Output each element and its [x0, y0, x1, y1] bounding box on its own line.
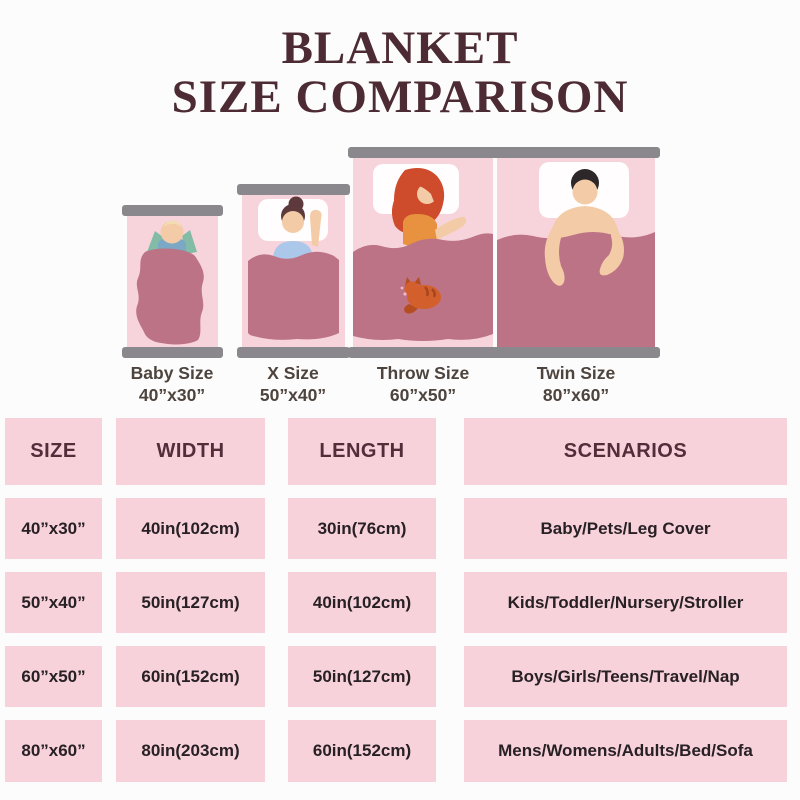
man-illustration	[497, 162, 655, 349]
table-cell-size: 80”x60”	[5, 720, 102, 782]
col-header-scenarios: SCENARIOS	[464, 418, 787, 485]
table-cell-width: 50in(127cm)	[116, 572, 265, 633]
baby-bed-illustration	[122, 205, 223, 358]
bed-rail-icon	[122, 347, 223, 358]
table-cell-scenarios: Mens/Womens/Adults/Bed/Sofa	[464, 720, 787, 782]
twin-bed-body	[497, 156, 655, 349]
throw-bed-illustration	[348, 147, 498, 358]
baby-hair	[163, 220, 181, 227]
woman-illustration	[248, 196, 339, 340]
x-size-blanket	[248, 251, 339, 340]
table-cell-size: 50”x40”	[5, 572, 102, 633]
sleep-mark	[400, 286, 404, 290]
bed-size-dimensions: 40”x30”	[138, 385, 206, 406]
red-haired-woman-illustration	[353, 164, 493, 341]
right-arm	[599, 226, 624, 276]
hair-over-face	[419, 183, 439, 208]
bed-label-baby: Baby Size 40”x30”	[87, 362, 257, 407]
cat-stripe	[424, 286, 429, 297]
x-size-bed-illustration	[237, 184, 350, 358]
bed-rail-icon	[348, 147, 498, 158]
cat-head	[404, 281, 420, 297]
table-cell-scenarios: Boys/Girls/Teens/Travel/Nap	[464, 646, 787, 707]
bed-size-name: Throw Size	[376, 363, 470, 383]
page-title: BLANKET SIZE COMPARISON	[0, 22, 800, 124]
cat-icon	[400, 277, 441, 314]
baby-illustration	[136, 220, 204, 345]
bed-rail-icon	[122, 205, 223, 216]
sleep-mark	[403, 292, 407, 296]
table-cell-scenarios: Baby/Pets/Leg Cover	[464, 498, 787, 559]
bed-size-name: Baby Size	[130, 363, 214, 383]
table-cell-scenarios: Kids/Toddler/Nursery/Stroller	[464, 572, 787, 633]
bed-rail-icon	[237, 184, 350, 195]
orange-shirt	[403, 214, 437, 247]
table-cell-length: 30in(76cm)	[288, 498, 436, 559]
face	[572, 179, 598, 205]
baby-blanket	[136, 248, 204, 345]
baby-bed-body	[127, 214, 218, 349]
table-cell-length: 40in(102cm)	[288, 572, 436, 633]
extended-arm	[435, 216, 467, 240]
throw-bed-body	[353, 156, 493, 349]
bed-label-throw: Throw Size 60”x50”	[338, 362, 508, 407]
twin-blanket	[497, 232, 655, 349]
red-hair-strand	[391, 194, 415, 234]
left-arm	[544, 224, 565, 286]
table-cell-width: 60in(152cm)	[116, 646, 265, 707]
col-header-length: LENGTH	[288, 418, 436, 485]
bed-label-x-size: X Size 50”x40”	[208, 362, 378, 407]
table-cell-size: 60”x50”	[5, 646, 102, 707]
col-header-width: WIDTH	[116, 418, 265, 485]
page-title-line1: BLANKET	[281, 22, 519, 74]
cat-tail	[404, 304, 418, 314]
bed-size-name: Twin Size	[536, 363, 616, 383]
table-cell-length: 50in(127cm)	[288, 646, 436, 707]
bed-size-dimensions: 60”x50”	[389, 385, 457, 406]
x-size-bed-body	[242, 193, 345, 349]
size-comparison-table: SIZE WIDTH LENGTH SCENARIOS 40”x30” 40in…	[5, 418, 787, 782]
table-cell-size: 40”x30”	[5, 498, 102, 559]
bed-size-dimensions: 50”x40”	[259, 385, 327, 406]
bed-rail-icon	[237, 347, 350, 358]
face	[282, 211, 304, 233]
bed-rail-icon	[492, 347, 660, 358]
bed-rail-icon	[492, 147, 660, 158]
bed-label-twin: Twin Size 80”x60”	[491, 362, 661, 407]
bed-size-name: X Size	[267, 363, 319, 383]
bed-size-dimensions: 80”x60”	[542, 385, 610, 406]
cat-stripe	[431, 288, 436, 298]
col-header-size: SIZE	[5, 418, 102, 485]
table-cell-width: 40in(102cm)	[116, 498, 265, 559]
twin-bed-illustration	[492, 147, 660, 358]
table-cell-length: 60in(152cm)	[288, 720, 436, 782]
table-cell-width: 80in(203cm)	[116, 720, 265, 782]
page-title-line2: SIZE COMPARISON	[171, 71, 629, 124]
baby-head	[160, 220, 184, 244]
bed-rail-icon	[348, 347, 498, 358]
raised-arm	[310, 209, 322, 247]
